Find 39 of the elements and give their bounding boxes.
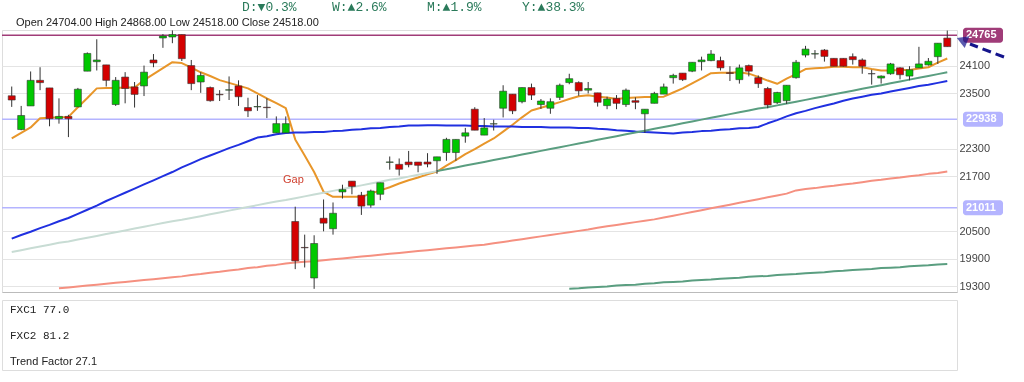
- y-tick-label: 19900: [959, 252, 991, 265]
- candlestick: [433, 156, 441, 175]
- text: M:▲1.9%: [427, 0, 482, 15]
- y-tick-label: 24100: [959, 59, 991, 72]
- text: D:▼0.3%: [242, 0, 297, 15]
- ref-line-label: 24765: [966, 28, 997, 41]
- line-series: [10, 80, 949, 240]
- candlestick: [867, 69, 876, 86]
- candlestick: [74, 87, 82, 108]
- candlestick: [792, 59, 800, 80]
- candlestick: [348, 180, 356, 195]
- ref-line-label: 21011: [966, 200, 996, 213]
- text: Y:▲38.3%: [522, 0, 585, 15]
- candlestick: [7, 86, 16, 108]
- candlestick: [385, 156, 394, 171]
- ref-line-label: 22938: [966, 112, 997, 125]
- line-series: [10, 170, 438, 254]
- candlestick: [187, 59, 196, 91]
- text: FXC2 81.2: [10, 330, 70, 342]
- candlestick: [102, 64, 111, 88]
- annotation: Gap: [283, 173, 304, 185]
- candlestick: [92, 38, 101, 71]
- candlestick: [196, 71, 205, 94]
- y-tick-label: 23500: [959, 86, 991, 99]
- candlestick: [17, 105, 25, 131]
- y-tick-label: 19300: [959, 279, 991, 292]
- y-tick-label: 20500: [959, 224, 991, 237]
- candlestick: [83, 51, 92, 72]
- y-tick-label: 22300: [959, 142, 991, 155]
- text: Open 24704.00 High 24868.00 Low 24518.00 Close 24518.00: [16, 16, 319, 28]
- text: FXC1 77.0: [10, 304, 70, 316]
- candlestick: [641, 108, 649, 134]
- line-series: [568, 262, 949, 290]
- y-tick-label: 21700: [959, 169, 991, 182]
- text: W:▲2.6%: [332, 0, 387, 15]
- line-series: [57, 170, 949, 290]
- candlestick: [877, 74, 885, 85]
- line-series: [435, 71, 949, 173]
- text: Trend Factor 27.1: [10, 355, 98, 367]
